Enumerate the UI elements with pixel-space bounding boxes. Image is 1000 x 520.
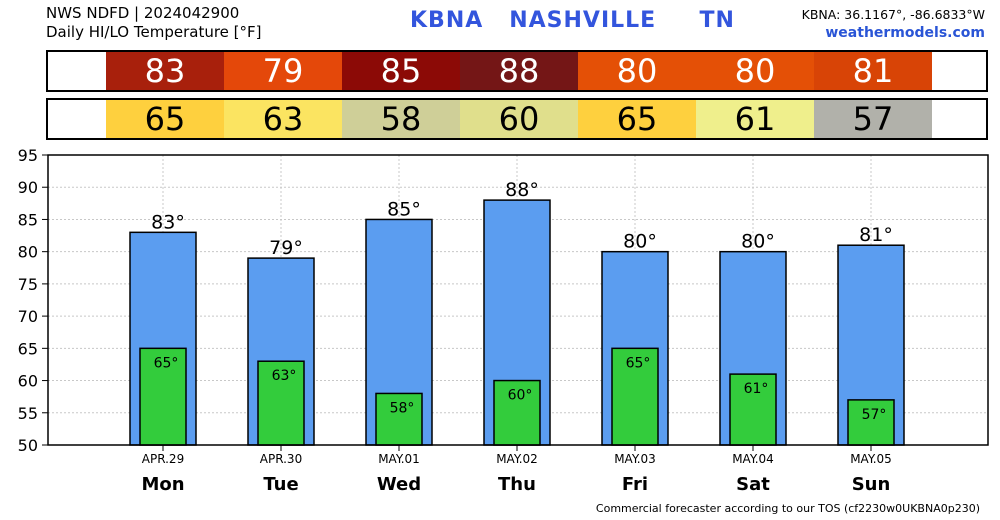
- x-day-label: Fri: [622, 474, 648, 495]
- station-title: KBNA NASHVILLE TN: [410, 8, 735, 33]
- x-day-label: Sun: [852, 474, 891, 495]
- high-temp-label: 80°: [623, 231, 657, 253]
- y-tick-label: 85: [18, 210, 38, 229]
- low-temp-bar: [493, 379, 541, 446]
- x-day-label: Wed: [377, 474, 421, 495]
- x-date-label: MAY.02: [496, 452, 538, 466]
- high-temp-label: 85°: [387, 198, 421, 220]
- y-tick-label: 65: [18, 339, 38, 358]
- low-temp-label: 65°: [154, 355, 179, 371]
- y-tick-label: 75: [18, 275, 38, 294]
- model-run-label: NWS NDFD | 2024042900: [46, 4, 240, 22]
- low-temp-cell: 63: [224, 100, 342, 138]
- high-temp-row: 83 79 85 88 80 80 81: [46, 50, 988, 92]
- high-temp-cell: 85: [342, 52, 460, 90]
- x-day-label: Mon: [141, 474, 184, 495]
- x-date-label: APR.29: [142, 452, 184, 466]
- x-day-label: Thu: [498, 474, 536, 495]
- header-right: KBNA: 36.1167°, -86.6833°W weathermodels…: [802, 6, 985, 42]
- high-temp-cell: 88: [460, 52, 578, 90]
- y-tick-label: 50: [18, 436, 38, 455]
- x-date-label: MAY.01: [378, 452, 420, 466]
- y-tick-label: 60: [18, 372, 38, 391]
- x-date-label: MAY.04: [732, 452, 774, 466]
- x-day-label: Tue: [263, 474, 298, 495]
- low-temp-cell: 65: [578, 100, 696, 138]
- x-date-label: MAY.05: [850, 452, 892, 466]
- low-temp-bar: [139, 347, 187, 446]
- high-temp-label: 83°: [151, 211, 185, 233]
- y-tick-label: 95: [18, 146, 38, 165]
- low-temp-cell: 57: [814, 100, 932, 138]
- footer-note: Commercial forecaster according to our T…: [595, 502, 980, 515]
- plot-frame: [47, 154, 989, 446]
- station-coords: KBNA: 36.1167°, -86.6833°W: [801, 7, 985, 22]
- low-temp-cell: 65: [106, 100, 224, 138]
- product-title: Daily HI/LO Temperature [°F]: [46, 23, 262, 41]
- x-date-label: MAY.03: [614, 452, 656, 466]
- x-day-label: Sat: [736, 474, 770, 495]
- y-tick-label: 90: [18, 178, 38, 197]
- low-temp-label: 65°: [626, 355, 651, 371]
- high-temp-cell: 80: [696, 52, 814, 90]
- low-temp-cell: 61: [696, 100, 814, 138]
- header-info: NWS NDFD | 2024042900 Daily HI/LO Temper…: [46, 4, 262, 42]
- high-temp-label: 80°: [741, 231, 775, 253]
- low-temp-bar: [375, 392, 423, 446]
- low-temp-label: 58°: [390, 400, 415, 416]
- high-temp-cell: 80: [578, 52, 696, 90]
- low-temp-label: 57°: [862, 407, 887, 423]
- high-temp-label: 79°: [269, 237, 303, 259]
- low-temp-label: 60°: [508, 388, 533, 404]
- y-tick-label: 55: [18, 404, 38, 423]
- high-temp-label: 88°: [505, 179, 539, 201]
- high-temp-label: 81°: [859, 224, 893, 246]
- low-temp-label: 61°: [744, 381, 769, 397]
- low-temp-cell: 60: [460, 100, 578, 138]
- low-temp-bar: [257, 360, 305, 446]
- y-tick-label: 70: [18, 307, 38, 326]
- x-date-label: APR.30: [260, 452, 302, 466]
- low-temp-row: 65 63 58 60 65 61 57: [46, 98, 988, 140]
- high-temp-cell: 83: [106, 52, 224, 90]
- low-temp-cell: 58: [342, 100, 460, 138]
- high-temp-cell: 81: [814, 52, 932, 90]
- low-temp-label: 63°: [272, 368, 297, 384]
- site-link[interactable]: weathermodels.com: [825, 25, 985, 41]
- high-temp-cell: 79: [224, 52, 342, 90]
- y-tick-label: 80: [18, 243, 38, 262]
- temperature-chart: 50 55 60 65 70 75 80 85 90 95 83° 65° APR.29 Mon 79° 63…: [18, 146, 989, 495]
